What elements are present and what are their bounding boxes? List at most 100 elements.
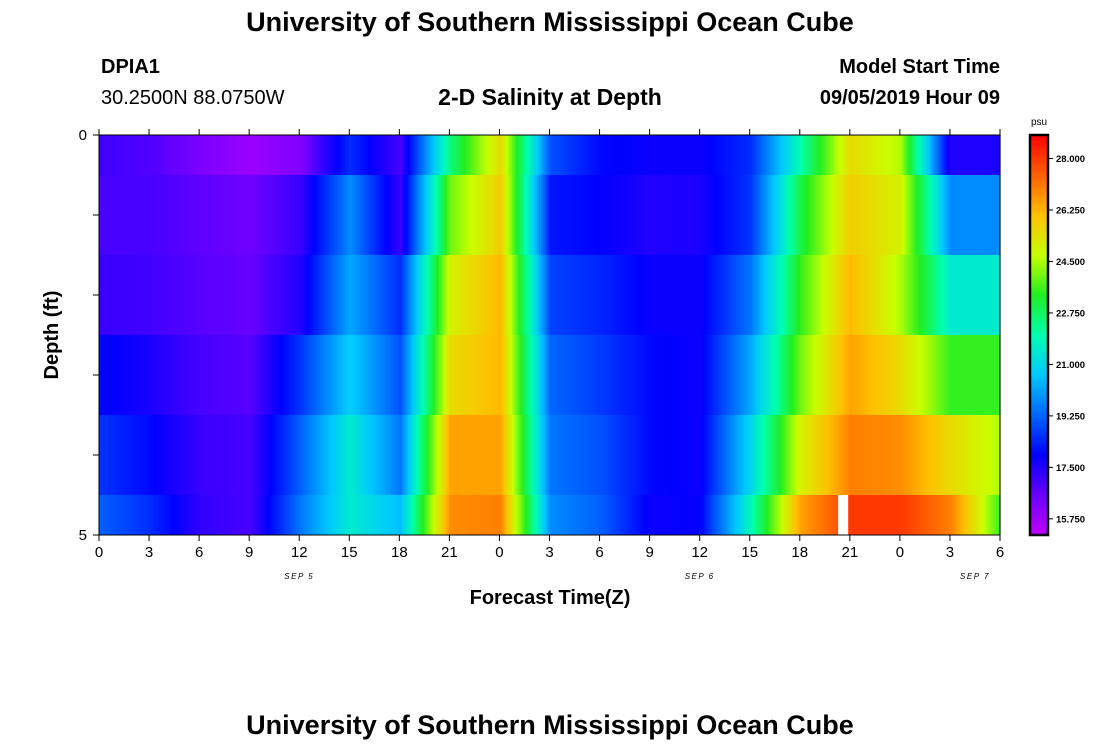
heatmap-cell	[914, 495, 918, 535]
heatmap-cell	[357, 495, 361, 535]
heatmap-cell	[974, 135, 978, 175]
heatmap-cell	[357, 135, 361, 175]
heatmap-cell	[797, 415, 801, 495]
heatmap-cell	[413, 175, 417, 255]
heatmap-cell	[530, 335, 534, 415]
heatmap-cell	[708, 135, 711, 175]
heatmap-cell	[320, 175, 323, 255]
heatmap-cell	[964, 135, 968, 175]
heatmap-cell	[927, 335, 930, 415]
heatmap-cell	[119, 175, 123, 255]
heatmap-cell	[416, 495, 419, 535]
heatmap-cell	[222, 255, 225, 335]
heatmap-cell	[931, 495, 934, 535]
heatmap-cell	[574, 255, 578, 335]
heatmap-cell	[466, 175, 469, 255]
heatmap-cell	[514, 175, 517, 255]
heatmap-cell	[126, 335, 129, 415]
heatmap-cell	[338, 335, 342, 415]
heatmap-cell	[947, 415, 951, 495]
heatmap-cell	[657, 175, 661, 255]
heatmap-cell	[755, 335, 759, 415]
heatmap-cell	[486, 415, 490, 495]
heatmap-cell	[347, 135, 350, 175]
heatmap-cell	[149, 255, 152, 335]
heatmap-cell	[778, 495, 782, 535]
heatmap-cell	[539, 415, 542, 495]
heatmap-cell	[480, 175, 484, 255]
heatmap-cell	[559, 175, 563, 255]
heatmap-cell	[597, 175, 601, 255]
heatmap-cell	[662, 495, 665, 535]
heatmap-cell	[503, 415, 507, 495]
heatmap-cell	[249, 135, 252, 175]
heatmap-cell	[964, 175, 968, 255]
heatmap-cell	[649, 135, 653, 175]
heatmap-cell	[453, 175, 457, 255]
heatmap-cell	[822, 135, 826, 175]
heatmap-cell	[526, 335, 530, 415]
heatmap-cell	[418, 255, 421, 335]
heatmap-cell	[678, 495, 682, 535]
heatmap-cell	[178, 175, 181, 255]
heatmap-cell	[113, 255, 117, 335]
heatmap-cell	[762, 135, 765, 175]
heatmap-cell	[803, 135, 807, 175]
heatmap-cell	[219, 135, 223, 175]
heatmap-cell	[365, 495, 369, 535]
heatmap-cell	[422, 335, 425, 415]
heatmap-cell	[891, 415, 895, 495]
heatmap-cell	[178, 255, 181, 335]
heatmap-cell	[430, 175, 434, 255]
heatmap-cell	[580, 335, 584, 415]
heatmap-cell	[751, 495, 755, 535]
heatmap-cell	[280, 495, 284, 535]
heatmap-cell	[716, 415, 720, 495]
heatmap-cell	[720, 255, 724, 335]
heatmap-cell	[305, 415, 309, 495]
heatmap-cell	[405, 415, 409, 495]
heatmap-cell	[351, 175, 355, 255]
heatmap-cell	[979, 335, 982, 415]
heatmap-cell	[213, 335, 217, 415]
heatmap-cell	[395, 415, 398, 495]
heatmap-cell	[564, 415, 567, 495]
heatmap-cell	[689, 495, 692, 535]
heatmap-cell	[336, 335, 340, 415]
heatmap-cell	[522, 255, 526, 335]
heatmap-cell	[678, 175, 682, 255]
heatmap-cell	[261, 415, 265, 495]
heatmap-cell	[522, 495, 526, 535]
heatmap-cell	[785, 135, 788, 175]
heatmap-cell	[151, 335, 154, 415]
heatmap-cell	[864, 135, 868, 175]
heatmap-cell	[347, 255, 350, 335]
heatmap-cell	[820, 175, 824, 255]
heatmap-cell	[186, 135, 190, 175]
heatmap-cell	[413, 135, 417, 175]
heatmap-cell	[693, 135, 697, 175]
heatmap-cell	[169, 335, 173, 415]
heatmap-cell	[345, 415, 348, 495]
heatmap-cell	[282, 255, 286, 335]
heatmap-cell	[390, 415, 394, 495]
heatmap-cell	[292, 175, 296, 255]
heatmap-cell	[261, 255, 265, 335]
heatmap-cell	[822, 175, 826, 255]
heatmap-cell	[334, 255, 338, 335]
heatmap-cell	[874, 495, 878, 535]
heatmap-cell	[503, 175, 507, 255]
heatmap-cell	[710, 495, 713, 535]
heatmap-cell	[770, 175, 774, 255]
heatmap-cell	[808, 255, 811, 335]
heatmap-cell	[922, 335, 926, 415]
heatmap-cell	[105, 255, 108, 335]
heatmap-cell	[632, 255, 636, 335]
heatmap-cell	[987, 495, 991, 535]
heatmap-cell	[603, 335, 607, 415]
heatmap-cell	[582, 415, 586, 495]
heatmap-cell	[290, 175, 294, 255]
heatmap-cell	[833, 415, 836, 495]
heatmap-cell	[929, 135, 932, 175]
heatmap-cell	[103, 175, 106, 255]
